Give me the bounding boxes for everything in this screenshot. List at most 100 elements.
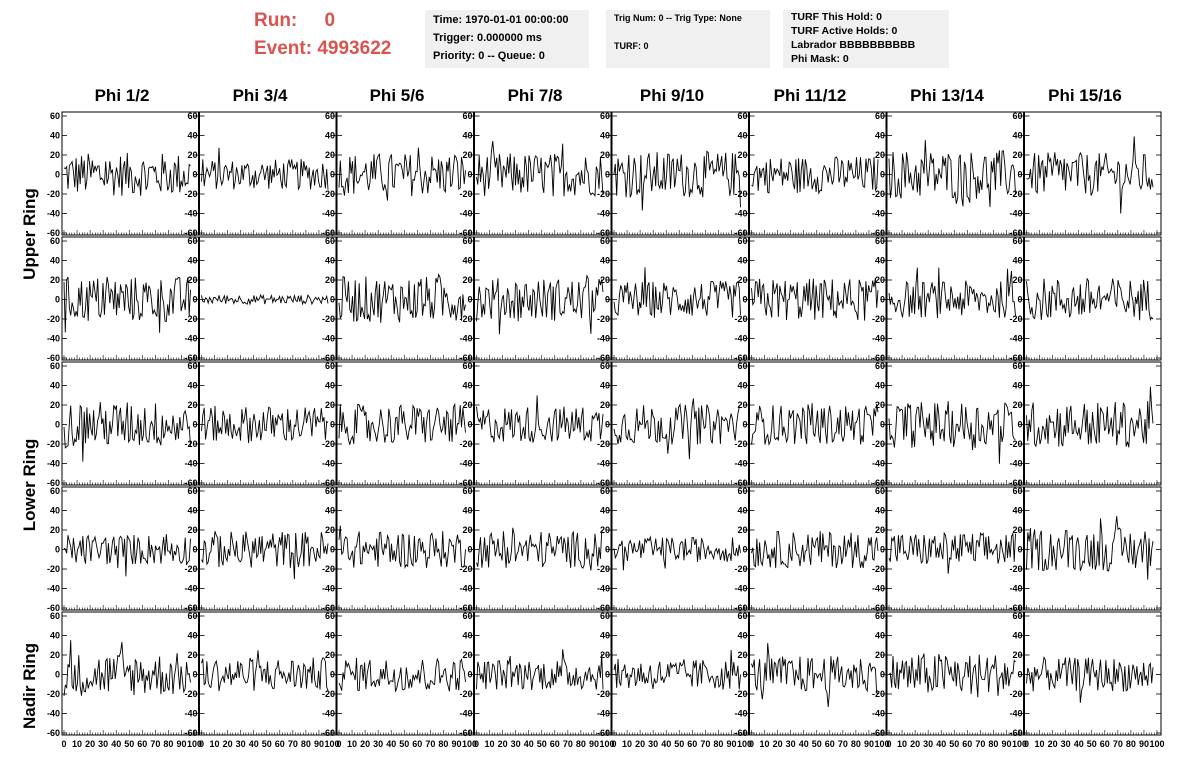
waveform-trace [613,649,741,690]
waveform-panel [61,611,199,736]
y-tick-label: 0 [880,295,885,305]
waveform-trace [201,531,329,580]
y-tick-label: -20 [322,439,335,449]
y-tick-label: 40 [1012,256,1022,266]
y-tick-label: -60 [184,228,197,238]
y-tick-label: 20 [325,150,335,160]
column-header: Phi 9/10 [639,86,705,105]
y-tick-label: -40 [47,334,60,344]
waveform-panel [336,611,474,736]
y-tick-label: 60 [325,486,335,496]
y-tick-label: 40 [325,381,335,391]
x-tick-label: 0 [611,739,616,749]
y-tick-label: 40 [50,131,60,141]
y-tick-label: -20 [322,564,335,574]
y-tick-label: 0 [605,545,610,555]
x-tick-label: 90 [314,739,324,749]
y-tick-label: -40 [734,459,747,469]
waveform-trace [751,277,879,321]
y-tick-label: 0 [1017,295,1022,305]
y-tick-label: 0 [880,420,885,430]
waveform-trace [613,535,741,571]
x-tick-label: 100 [187,739,202,749]
waveform-panel [886,361,1024,486]
y-tick-label: -60 [322,478,335,488]
y-tick-label: 60 [462,361,472,371]
x-tick-label: 60 [962,739,972,749]
y-tick-label: 20 [1012,525,1022,535]
y-tick-label: -20 [459,564,472,574]
y-tick-label: 40 [1012,381,1022,391]
waveform-trace [476,527,604,571]
x-tick-label: 80 [713,739,723,749]
y-tick-label: 0 [742,170,747,180]
x-tick-label: 40 [249,739,259,749]
y-tick-label: -40 [597,584,610,594]
y-tick-label: 20 [325,275,335,285]
x-tick-label: 30 [98,739,108,749]
y-tick-label: 60 [875,611,885,621]
y-tick-label: -20 [47,314,60,324]
y-tick-label: 60 [1012,236,1022,246]
waveform-trace [63,640,191,696]
y-tick-label: -40 [1009,584,1022,594]
waveform-panel [61,111,199,236]
x-tick-label: 80 [851,739,861,749]
x-tick-label: 0 [199,739,204,749]
y-tick-label: 20 [462,525,472,535]
y-tick-label: 0 [330,420,335,430]
y-tick-label: 0 [55,545,60,555]
x-tick-label: 70 [563,739,573,749]
y-tick-label: -40 [872,459,885,469]
y-tick-label: -60 [184,353,197,363]
labrador-text: Labrador BBBBBBBBBB [791,39,916,51]
x-tick-label: 40 [111,739,121,749]
x-tick-label: 100 [462,739,477,749]
y-tick-label: -20 [734,314,747,324]
waveform-trace [751,643,879,708]
waveform-panel [199,611,337,736]
y-tick-label: -40 [872,334,885,344]
y-tick-label: -60 [734,353,747,363]
y-tick-label: 40 [50,631,60,641]
y-tick-label: 60 [875,236,885,246]
x-tick-label: 0 [886,739,891,749]
waveform-trace [1026,277,1154,322]
y-tick-label: 0 [55,420,60,430]
y-tick-label: -20 [184,439,197,449]
x-tick-label: 70 [150,739,160,749]
x-tick-label: 60 [550,739,560,749]
x-tick-label: 70 [700,739,710,749]
y-tick-label: -60 [872,353,885,363]
waveform-panel [1024,236,1162,361]
y-tick-label: 20 [50,525,60,535]
y-tick-label: 0 [330,545,335,555]
waveform-trace [888,140,1016,208]
y-tick-label: 20 [1012,400,1022,410]
x-tick-label: 80 [163,739,173,749]
waveform-trace [338,273,466,323]
y-tick-label: -40 [459,584,472,594]
waveform-trace [1026,516,1154,580]
x-tick-label: 10 [897,739,907,749]
waveform-trace [613,267,741,318]
y-tick-label: 60 [187,611,197,621]
waveform-trace [476,141,604,198]
y-tick-label: 60 [50,611,60,621]
y-tick-label: -60 [597,228,610,238]
y-tick-label: 60 [325,361,335,371]
y-tick-label: -20 [184,314,197,324]
y-tick-label: 40 [462,506,472,516]
y-tick-label: -20 [459,439,472,449]
y-tick-label: 0 [605,420,610,430]
x-tick-label: 60 [825,739,835,749]
y-tick-label: -40 [597,709,610,719]
y-tick-label: -20 [47,439,60,449]
y-tick-label: -60 [459,603,472,613]
y-tick-label: -40 [47,209,60,219]
y-tick-label: 0 [1017,670,1022,680]
waveform-trace [201,405,329,444]
y-tick-label: -60 [1009,478,1022,488]
time-text: Time: 1970-01-01 00:00:00 [433,14,569,26]
x-tick-label: 20 [635,739,645,749]
